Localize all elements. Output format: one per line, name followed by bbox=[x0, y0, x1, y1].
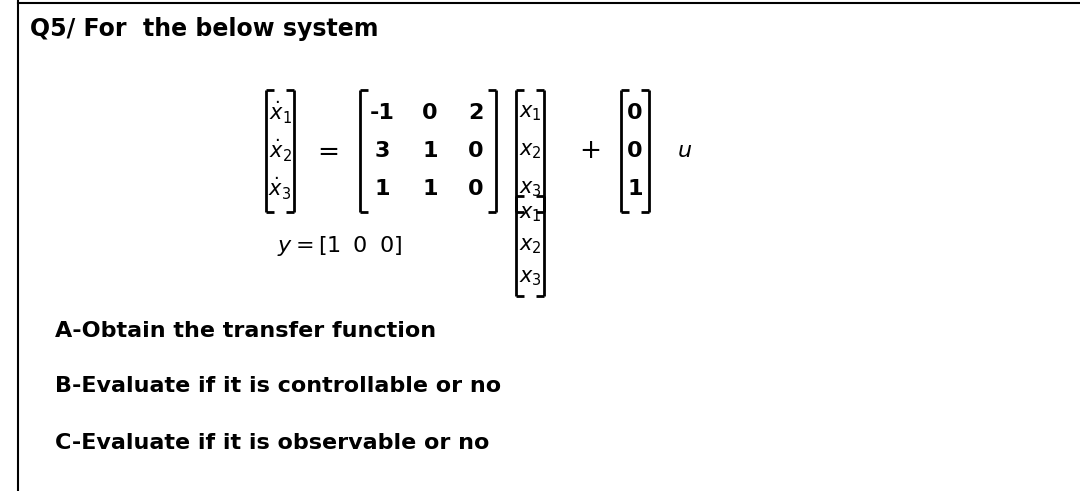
Text: 2: 2 bbox=[469, 103, 484, 123]
Text: $y = [1 \;\; 0 \;\; 0]$: $y = [1 \;\; 0 \;\; 0]$ bbox=[278, 234, 403, 258]
Text: $+$: $+$ bbox=[579, 138, 600, 164]
Text: $\dot{x}_3$: $\dot{x}_3$ bbox=[269, 176, 292, 202]
Text: $x_2$: $x_2$ bbox=[518, 236, 541, 256]
Text: A-Obtain the transfer function: A-Obtain the transfer function bbox=[55, 321, 436, 341]
Text: $\dot{x}_2$: $\dot{x}_2$ bbox=[269, 138, 292, 164]
Text: $x_1$: $x_1$ bbox=[518, 204, 541, 224]
Text: 0: 0 bbox=[469, 179, 484, 199]
Text: 0: 0 bbox=[469, 141, 484, 161]
Text: 3: 3 bbox=[375, 141, 390, 161]
Text: $x_2$: $x_2$ bbox=[518, 141, 541, 161]
Text: 1: 1 bbox=[627, 179, 643, 199]
Text: B-Evaluate if it is controllable or no: B-Evaluate if it is controllable or no bbox=[55, 376, 501, 396]
Text: $x_3$: $x_3$ bbox=[518, 268, 541, 288]
Text: $=$: $=$ bbox=[312, 138, 338, 164]
Text: $x_3$: $x_3$ bbox=[518, 179, 541, 199]
Text: $u$: $u$ bbox=[677, 141, 692, 161]
Text: $\dot{x}_1$: $\dot{x}_1$ bbox=[269, 100, 292, 126]
Text: 0: 0 bbox=[627, 103, 643, 123]
Text: Q5/ For  the below system: Q5/ For the below system bbox=[30, 17, 378, 41]
Text: C-Evaluate if it is observable or no: C-Evaluate if it is observable or no bbox=[55, 433, 489, 453]
Text: 1: 1 bbox=[422, 179, 437, 199]
Text: -1: -1 bbox=[369, 103, 394, 123]
Text: 0: 0 bbox=[422, 103, 437, 123]
Text: 1: 1 bbox=[422, 141, 437, 161]
Text: 0: 0 bbox=[627, 141, 643, 161]
Text: 1: 1 bbox=[375, 179, 390, 199]
Text: $x_1$: $x_1$ bbox=[518, 103, 541, 123]
